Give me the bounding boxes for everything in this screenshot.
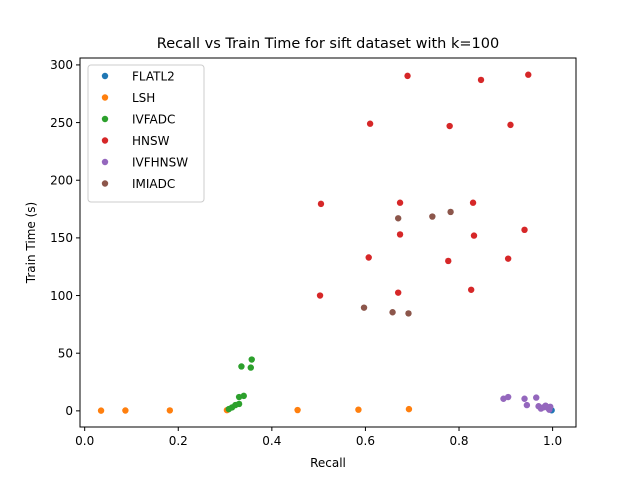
- point-ivfadc-7: [247, 364, 254, 371]
- point-lsh-0: [97, 407, 105, 414]
- y-tick-label-1: 50: [58, 347, 73, 361]
- point-hnsw-15: [316, 292, 324, 299]
- chart-title: Recall vs Train Time for sift dataset wi…: [157, 36, 499, 52]
- plot-frame: [79, 57, 577, 428]
- point-lsh-4: [294, 406, 301, 414]
- point-hnsw-1: [525, 71, 532, 78]
- x-tick-label-3: 0.6: [356, 434, 375, 448]
- legend-marker-flatl2: [101, 72, 109, 80]
- point-ivfadc-5: [240, 392, 247, 400]
- point-hnsw-8: [469, 199, 477, 206]
- point-hnsw-2: [477, 76, 485, 84]
- point-ivfhnsw-2: [521, 395, 528, 402]
- point-hnsw-7: [396, 199, 404, 206]
- point-hnsw-5: [507, 121, 514, 129]
- series-ivfadc: [225, 356, 255, 413]
- point-hnsw-4: [446, 122, 453, 130]
- y-tick-label-0: 0: [65, 404, 73, 418]
- x-tick-label-2: 0.4: [262, 434, 281, 448]
- legend-label-lsh: LSH: [132, 91, 155, 105]
- x-tick-label-0: 0.0: [75, 434, 94, 448]
- point-lsh-1: [122, 407, 129, 414]
- legend-label-imiadc: IMIADC: [132, 177, 175, 191]
- point-imiadc-4: [389, 309, 396, 316]
- point-imiadc-2: [447, 208, 454, 216]
- legend-box: [87, 64, 205, 203]
- point-imiadc-1: [429, 213, 436, 220]
- point-hnsw-0: [404, 72, 411, 80]
- point-hnsw-13: [445, 257, 452, 265]
- y-tick-label-4: 200: [50, 174, 73, 188]
- series-imiadc: [360, 208, 454, 317]
- point-hnsw-12: [365, 254, 372, 261]
- point-lsh-6: [405, 405, 413, 413]
- legend-label-hnsw: HNSW: [132, 134, 170, 148]
- point-imiadc-5: [405, 310, 412, 317]
- point-hnsw-16: [394, 289, 402, 296]
- point-lsh-2: [166, 407, 174, 414]
- point-hnsw-9: [396, 231, 404, 238]
- point-hnsw-10: [470, 232, 478, 239]
- legend-label-flatl2: FLATL2: [132, 69, 175, 83]
- x-tick-label-1: 0.2: [169, 434, 188, 448]
- x-tick-label-4: 0.8: [449, 434, 468, 448]
- y-tick-label-3: 150: [50, 231, 73, 245]
- legend-marker-hnsw: [101, 137, 109, 144]
- point-hnsw-17: [467, 286, 475, 293]
- y-tick-label-5: 250: [50, 116, 73, 130]
- y-tick-label-2: 100: [50, 289, 73, 303]
- point-ivfadc-8: [248, 356, 255, 363]
- legend-marker-ivfhnsw: [101, 158, 109, 166]
- point-lsh-5: [355, 406, 362, 413]
- legend-marker-lsh: [101, 94, 109, 101]
- point-imiadc-3: [360, 304, 368, 311]
- axes: 0.0 0.2 0.4 0.6 0.8 1.0 0 50 100 150 200 250 300: [50, 58, 562, 448]
- point-ivfadc-6: [238, 363, 245, 370]
- legend: FLATL2 LSH IVFADC HNSW IVFHNSW IMIADC: [87, 64, 205, 203]
- y-axis-label: Train Time (s): [24, 202, 38, 284]
- legend-label-ivfhnsw: IVFHNSW: [132, 155, 188, 169]
- point-imiadc-0: [394, 215, 402, 222]
- point-ivfhnsw-4: [533, 394, 540, 401]
- series-ivfhnsw: [500, 393, 554, 413]
- point-ivfhnsw-3: [523, 401, 531, 409]
- point-hnsw-3: [366, 120, 374, 127]
- point-hnsw-6: [317, 200, 325, 208]
- legend-marker-imiadc: [101, 180, 109, 187]
- y-tick-label-6: 300: [50, 58, 73, 72]
- x-tick-label-5: 1.0: [543, 434, 562, 448]
- point-hnsw-14: [504, 255, 512, 262]
- x-axis-label: Recall: [310, 456, 346, 470]
- legend-label-ivfadc: IVFADC: [132, 112, 175, 126]
- plot-area: [97, 71, 555, 414]
- point-ivfhnsw-1: [504, 393, 512, 401]
- point-hnsw-11: [521, 226, 528, 234]
- point-ivfadc-3: [235, 400, 243, 408]
- series-hnsw: [316, 71, 532, 299]
- point-ivfhnsw-11: [547, 403, 554, 411]
- legend-marker-ivfadc: [101, 115, 109, 123]
